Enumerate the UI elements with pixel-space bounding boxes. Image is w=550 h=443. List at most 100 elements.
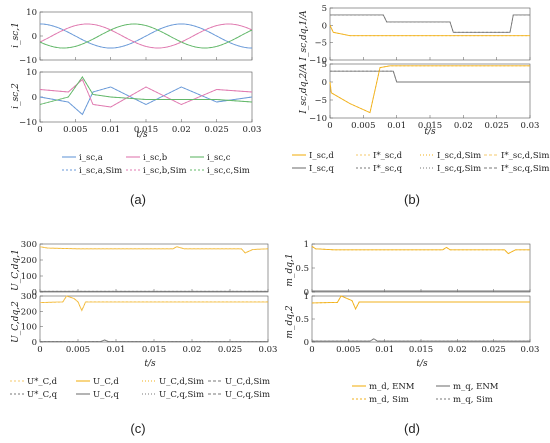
- panel-c-bottom-xtick-label: 0.005: [66, 345, 90, 355]
- panel-c-bottom-xtick-label: 0.01: [107, 345, 126, 355]
- panel-a-xlabel: t/s: [136, 130, 148, 140]
- panel-d-bottom-ytick-label: 1: [304, 292, 309, 302]
- panel-b-bottom-frame: [329, 63, 531, 119]
- panel-d-bottom-plot: 1 0.5 00 0.005 0.01 0.015 0.02 0.025 0.03: [295, 292, 539, 355]
- panel-d-bottom-ytick-label: 0.5: [295, 315, 309, 325]
- panel-b-series-I_sc,d: [330, 14, 530, 33]
- panel-b-legend-label: I*_sc,d,Sim: [501, 151, 549, 161]
- panel-b-bottom-ytick-label: −10: [309, 114, 327, 124]
- panel-c-bottom-xtick-label: 0.02: [183, 345, 202, 355]
- panel-a-bottom-series-sim-i_sc,c: [39, 76, 253, 105]
- panel-a: i_sc,1 i_sc,2 100−10 100−100 0.005 0.01 0.0…: [11, 8, 261, 207]
- panel-d-bottom-xtick-label: 0: [309, 345, 314, 355]
- panel-a-legend-label: i_sc,c,Sim: [207, 166, 250, 176]
- panel-c-bottom-ytick-label: 100: [21, 323, 37, 333]
- panel-b-bottom-plot: 50−5−100 0.005 0.01 0.015 0.02 0.025 0.03: [309, 60, 539, 131]
- panel-a-ylabel-top: i_sc,1: [11, 22, 21, 48]
- panel-c-legend-label: U_C,d,Sim: [159, 377, 204, 387]
- panel-a-top-ytick-label: 10: [26, 8, 37, 18]
- panel-a-bottom-xtick-label: 0: [37, 125, 42, 135]
- panel-c-bottom-ytick-label: 300: [21, 292, 37, 302]
- panel-d-top-frame: [311, 243, 531, 293]
- panel-c-top-ytick-label: 200: [21, 256, 37, 266]
- panel-b-bottom-xtick-label: 0.015: [418, 121, 442, 131]
- panel-a-bottom-series-i_sc,b: [39, 78, 253, 108]
- panel-b-bottom-xtick-label: 0.005: [351, 121, 375, 131]
- panel-a-top-ytick-label: −10: [19, 56, 37, 66]
- panel-b-bottom-xtick-label: 0.03: [521, 121, 540, 131]
- panel-a-bottom-xtick-label: 0.025: [204, 125, 228, 135]
- panel-a-top-series-sim-i_sc,c: [39, 23, 253, 49]
- panel-b-bottom-xtick-label: 0.01: [387, 121, 406, 131]
- panel-d-legend-label: m_q, ENM: [453, 382, 499, 392]
- panel-b-bottom-ytick-label: −5: [314, 96, 327, 106]
- panel-b-top-frame: [329, 7, 531, 61]
- panel-c-bottom-xtick-label: 0.025: [218, 345, 242, 355]
- panel-d-bottom-xtick-label: 0.025: [481, 345, 505, 355]
- panel-a-legend-label: i_sc,c: [207, 153, 231, 163]
- panel-c-top-ytick-label: 100: [21, 272, 37, 282]
- panel-c-label: (c): [130, 421, 145, 436]
- panel-c-bottom-xtick-label: 0: [37, 345, 42, 355]
- panel-a-bottom-ytick-label: 0: [32, 93, 37, 103]
- panel-a-legend-label: i_sc,b: [143, 153, 168, 163]
- panel-c-ylabel-top: U_C,dq,1: [11, 249, 21, 291]
- panel-d-bottom-xtick-label: 0.015: [409, 345, 433, 355]
- panel-a-ylabel-bottom: i_sc,2: [11, 83, 21, 109]
- panel-b-series-I_sc,q: [329, 65, 530, 114]
- panel-a-bottom-frame: [39, 71, 253, 123]
- panel-c-series-ref-U_C,d: [39, 295, 268, 312]
- panel-d-series-sim-m_d, ENM: [311, 246, 530, 255]
- panel-c-top-plot: 300 200 100 0: [21, 240, 269, 298]
- panel-d-ylabel-bottom: m_dq,2: [285, 305, 295, 338]
- panel-a-bottom-series-i_sc,c: [39, 76, 253, 105]
- panel-a-bottom-series-sim-i_sc,b: [39, 78, 253, 108]
- panel-d-bottom-frame: [311, 295, 531, 343]
- panel-b-bottom-xtick-label: 0: [327, 121, 332, 131]
- panel-a-legend: i_sc,a i_sc,b i_sc,c i_sc,a,Sim i_sc,b,Sim i_…: [62, 153, 250, 176]
- panel-c-bottom-plot: 300 200 100 00 0.005 0.01 0.015 0.02 0.025 0.03: [21, 292, 278, 355]
- panel-d-top-ytick-label: 0: [304, 288, 309, 298]
- panel-d-legend-label: m_d, ENM: [369, 382, 415, 392]
- panel-c-bottom-xtick-label: 0.015: [142, 345, 166, 355]
- panel-b-series-I_sc,d: [330, 70, 530, 83]
- panel-a-bottom-xtick-label: 0.01: [101, 125, 120, 135]
- panel-a-bottom-ytick-label: 10: [26, 68, 37, 78]
- panel-d-series-sim-m_d, ENM: [311, 295, 530, 310]
- panel-c-bottom-xtick-label: 0.03: [259, 345, 278, 355]
- panel-a-label: (a): [130, 192, 146, 207]
- panel-b-series-ref-I_sc,d: [330, 14, 530, 33]
- panel-a-bottom-xtick-label: 0.005: [63, 125, 87, 135]
- panel-a-bottom-plot: 100−100 0.005 0.01 0.015 0.02 0.025 0.03: [19, 68, 261, 135]
- panel-b-legend-label: I*_sc,q: [373, 164, 403, 174]
- panel-a-bottom-xtick-label: 0.015: [134, 125, 158, 135]
- panel-d-bottom-xtick-label: 0.03: [521, 345, 540, 355]
- panel-c-series-U_C,d: [39, 246, 269, 254]
- panel-d-legend-label: m_q, Sim: [453, 395, 493, 405]
- panel-b-legend-label: I_sc,d,Sim: [437, 151, 481, 161]
- panel-b-label: (b): [404, 192, 420, 207]
- panel-c-legend-label: U_C,d: [93, 377, 119, 387]
- panel-c-legend-label: U_C,q: [93, 390, 119, 400]
- panel-d-bottom-xtick-label: 0.02: [448, 345, 467, 355]
- panel-c-bottom-frame: [39, 295, 269, 343]
- panel-b-top-plot: 5 0 −5 −10: [309, 4, 531, 66]
- panel-b-legend-label: I*_sc,q,Sim: [501, 164, 549, 174]
- panel-c-ylabel-bottom: U_C,dq,2: [11, 301, 21, 343]
- panel-c-legend-label: U*_C,q: [27, 390, 58, 400]
- panel-b-legend-label: I_sc,q: [309, 164, 334, 174]
- panel-a-bottom-xtick-label: 0.03: [243, 125, 262, 135]
- panel-c-top-ytick-label: 0: [32, 288, 37, 298]
- panel-b-series-ref-I_sc,d: [330, 70, 530, 83]
- panel-b-top-ytick-label: 0: [322, 21, 327, 31]
- panel-a-top-plot: 10 0 −10: [19, 8, 253, 66]
- panel-c-legend-label: U_C,q,Sim: [225, 390, 270, 400]
- panel-a-top-series-sim-i_sc,a: [40, 23, 252, 49]
- panel-b-legend-label: I_sc,d: [309, 151, 334, 161]
- panel-c-top-frame: [39, 243, 269, 293]
- panel-a-bottom-ytick-label: −10: [19, 118, 37, 128]
- panel-d-top-ytick-label: 0.5: [295, 264, 309, 274]
- panel-c-series-ref-U_C,d: [39, 246, 269, 254]
- panel-a-bottom-xtick-label: 0.02: [172, 125, 191, 135]
